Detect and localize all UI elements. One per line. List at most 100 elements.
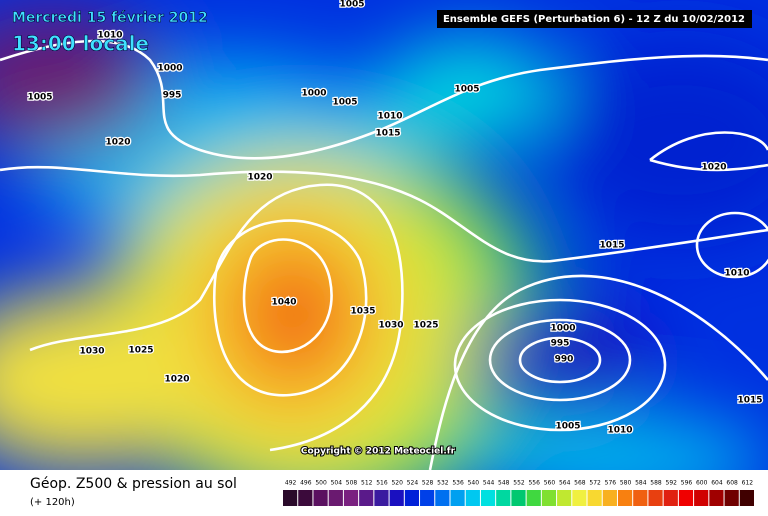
isobar-label: 1010 xyxy=(377,112,402,122)
scale-label: 492 xyxy=(285,480,297,487)
isobar-label: 1005 xyxy=(555,422,580,432)
scale-swatch xyxy=(343,490,359,506)
isobar-label: 1000 xyxy=(550,324,575,334)
isobar xyxy=(649,131,768,172)
scale-label: 564 xyxy=(559,480,571,487)
scale-swatch xyxy=(739,490,754,506)
isobar-label: 1010 xyxy=(97,31,122,41)
isobar-label: 1005 xyxy=(454,85,479,95)
scale-label: 576 xyxy=(605,480,617,487)
scale-swatch xyxy=(283,490,298,506)
isobar xyxy=(213,219,368,397)
scale-swatch xyxy=(724,490,739,506)
scale-swatch xyxy=(328,490,343,506)
isobar xyxy=(29,183,404,452)
model-run: Ensemble GEFS (Perturbation 6) - 12 Z du… xyxy=(443,14,745,25)
scale-label: 524 xyxy=(407,480,419,487)
isobar-label: 1015 xyxy=(599,241,624,251)
scale-swatch xyxy=(678,490,694,506)
scale-swatch xyxy=(709,490,724,506)
scale-swatch xyxy=(694,490,709,506)
isobar-label: 1010 xyxy=(607,426,632,436)
isobar xyxy=(0,39,768,160)
scale-label: 600 xyxy=(696,480,708,487)
scale-swatch xyxy=(587,490,602,506)
scale-label: 520 xyxy=(391,480,403,487)
scale-swatch xyxy=(541,490,557,506)
scale-swatch xyxy=(496,490,511,506)
isobar-label: 1015 xyxy=(375,129,400,139)
isobar-label: 1020 xyxy=(105,138,130,148)
scale-label: 508 xyxy=(346,480,358,487)
scale-label: 592 xyxy=(666,480,678,487)
scale-swatch xyxy=(557,490,572,506)
forecast-lead: (+ 120h) xyxy=(30,497,75,508)
scale-swatch xyxy=(526,490,541,506)
isobar-label: 1020 xyxy=(164,375,189,385)
scale-swatch xyxy=(359,490,374,506)
scale-label: 496 xyxy=(300,480,312,487)
isobar-label: 1020 xyxy=(247,173,272,183)
isobar xyxy=(0,165,768,263)
isobar-label: 1005 xyxy=(27,93,52,103)
scale-swatch xyxy=(420,490,435,506)
isobar-label: 1020 xyxy=(701,163,726,173)
isobar xyxy=(695,211,768,279)
header-box xyxy=(437,10,752,28)
isobar-label: 1035 xyxy=(350,307,375,317)
isobar xyxy=(488,318,632,402)
scale-swatch xyxy=(450,490,465,506)
isobar-label: 1005 xyxy=(339,0,364,10)
isobar xyxy=(518,336,602,384)
isobar-label: 1000 xyxy=(301,89,326,99)
scale-label: 552 xyxy=(513,480,525,487)
scale-label: 596 xyxy=(681,480,693,487)
valid-time: 13:00 locale xyxy=(12,32,149,56)
scale-swatch xyxy=(389,490,404,506)
scale-swatch xyxy=(480,490,496,506)
scale-label: 516 xyxy=(376,480,388,487)
isobar-label: 1025 xyxy=(413,321,438,331)
scale-label: 604 xyxy=(711,480,723,487)
scale-swatch xyxy=(298,490,313,506)
scale-label: 588 xyxy=(650,480,662,487)
scale-swatch xyxy=(404,490,420,506)
scale-swatch xyxy=(633,490,648,506)
isobar-label: 995 xyxy=(163,91,182,101)
legend-caption: Géop. Z500 & pression au sol xyxy=(30,476,237,492)
valid-date: Mercredi 15 février 2012 xyxy=(12,10,208,26)
scale-swatch xyxy=(572,490,587,506)
scale-swatch xyxy=(313,490,328,506)
scale-label: 548 xyxy=(498,480,510,487)
scale-label: 540 xyxy=(468,480,480,487)
isobar-label: 1010 xyxy=(724,269,749,279)
scale-swatch xyxy=(465,490,480,506)
isobar xyxy=(242,238,333,354)
isobar-label: 1030 xyxy=(79,347,104,357)
scale-swatch xyxy=(602,490,617,506)
scale-swatch xyxy=(617,490,633,506)
scale-swatch xyxy=(511,490,526,506)
isobar-label: 1015 xyxy=(737,396,762,406)
scale-label: 512 xyxy=(361,480,373,487)
scale-label: 608 xyxy=(726,480,738,487)
scale-label: 532 xyxy=(437,480,449,487)
scale-label: 556 xyxy=(528,480,540,487)
scale-label: 536 xyxy=(452,480,464,487)
scale-label: 560 xyxy=(544,480,556,487)
scale-label: 572 xyxy=(589,480,601,487)
scale-swatch xyxy=(648,490,663,506)
isobar xyxy=(428,274,768,470)
isobar-label: 995 xyxy=(551,339,570,349)
isobar-label: 1005 xyxy=(332,98,357,108)
isobar-label: 1025 xyxy=(128,346,153,356)
isobar-label: 1040 xyxy=(271,298,296,308)
scale-swatch xyxy=(663,490,678,506)
scale-swatch xyxy=(435,490,450,506)
scale-label: 544 xyxy=(483,480,495,487)
isobar-label: 1000 xyxy=(157,64,182,74)
scale-label: 528 xyxy=(422,480,434,487)
scale-swatch xyxy=(374,490,389,506)
